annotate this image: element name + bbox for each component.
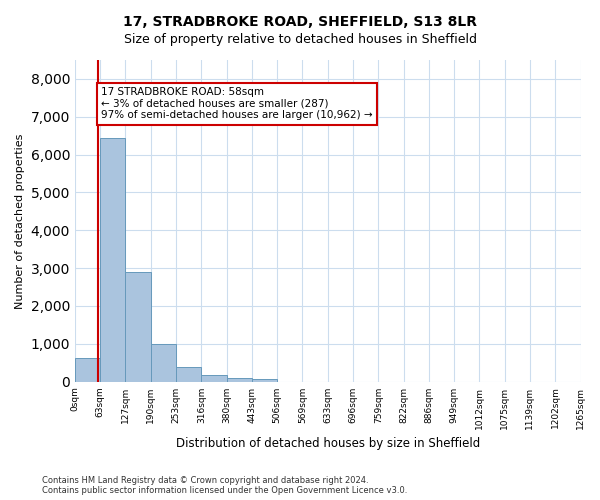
Bar <box>75 358 100 382</box>
X-axis label: Distribution of detached houses by size in Sheffield: Distribution of detached houses by size … <box>176 437 480 450</box>
Bar <box>252 379 277 382</box>
Bar <box>227 378 252 382</box>
Bar <box>176 368 202 382</box>
Bar <box>100 138 125 382</box>
Text: Contains HM Land Registry data © Crown copyright and database right 2024.
Contai: Contains HM Land Registry data © Crown c… <box>42 476 407 495</box>
Bar <box>125 272 151 382</box>
Bar <box>202 374 227 382</box>
Text: Size of property relative to detached houses in Sheffield: Size of property relative to detached ho… <box>124 32 476 46</box>
Bar <box>151 344 176 382</box>
Text: 17 STRADBROKE ROAD: 58sqm
← 3% of detached houses are smaller (287)
97% of semi-: 17 STRADBROKE ROAD: 58sqm ← 3% of detach… <box>101 87 373 120</box>
Y-axis label: Number of detached properties: Number of detached properties <box>15 133 25 308</box>
Text: 17, STRADBROKE ROAD, SHEFFIELD, S13 8LR: 17, STRADBROKE ROAD, SHEFFIELD, S13 8LR <box>123 15 477 29</box>
